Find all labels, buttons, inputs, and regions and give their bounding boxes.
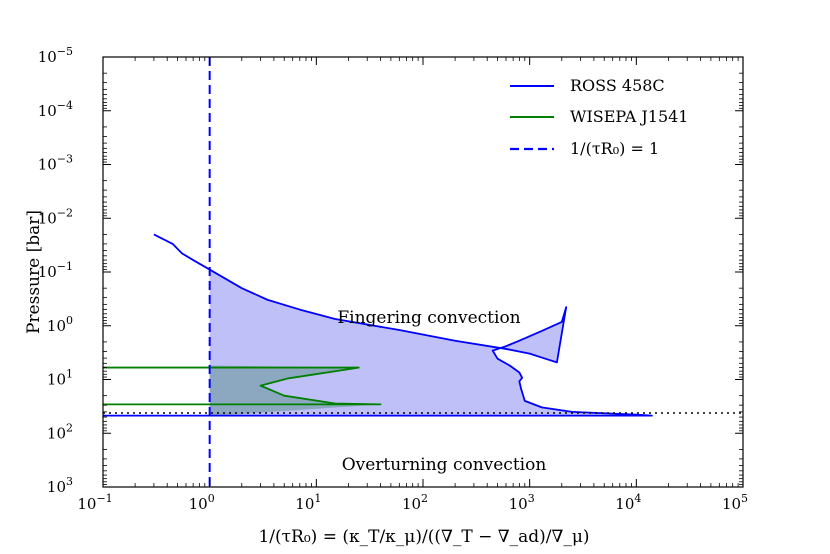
y-tick-label: 10−4	[38, 99, 73, 120]
axis-ticks	[102, 56, 744, 488]
tick-labels: 10−1 100 101 102 103 104 105 10−5 10−4 10−3 10−2 10…	[38, 45, 748, 513]
series-lines	[103, 57, 743, 487]
y-tick-label: 101	[47, 368, 73, 389]
y-tick-label: 102	[47, 421, 73, 442]
ross-458c-line	[103, 233, 653, 417]
x-tick-label: 10−1	[77, 492, 112, 513]
x-tick-label: 101	[295, 492, 321, 513]
x-tick-label: 104	[615, 492, 641, 513]
wisepa-j1541-line	[103, 366, 382, 406]
annotation-overturning: Overturning convection	[342, 455, 547, 475]
annotation-fingering: Fingering convection	[337, 308, 520, 328]
y-tick-label: 100	[47, 314, 73, 335]
ross-fill-region	[209, 269, 652, 416]
region-fills	[209, 269, 652, 417]
legend-label-wisepa: WISEPA J1541	[570, 107, 688, 126]
y-tick-label: 10−5	[38, 45, 73, 66]
legend: ROSS 458C WISEPA J1541 1/(τR₀) = 1	[510, 76, 688, 158]
x-tick-label: 103	[509, 492, 535, 513]
x-axis-title: 1/(τR₀) = (κ_T/κ_μ)/((∇_T − ∇_ad)/∇_μ)	[258, 527, 589, 547]
y-tick-label: 10−3	[38, 153, 73, 174]
y-tick-label: 10−1	[38, 260, 73, 281]
x-tick-label: 105	[722, 492, 748, 513]
y-tick-label: 10−2	[38, 206, 73, 227]
x-tick-label: 100	[189, 492, 215, 513]
y-tick-label: 103	[47, 475, 73, 496]
x-tick-label: 102	[402, 492, 428, 513]
legend-label-dashed: 1/(τR₀) = 1	[570, 139, 659, 158]
y-axis-title: Pressure [bar]	[24, 210, 44, 334]
legend-label-ross: ROSS 458C	[570, 76, 665, 95]
